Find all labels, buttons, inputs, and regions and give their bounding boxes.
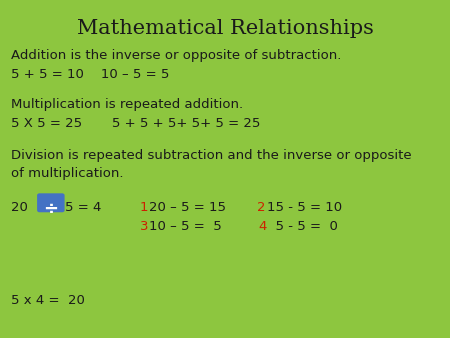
Text: 2: 2 [257, 201, 266, 214]
FancyBboxPatch shape [38, 194, 64, 212]
Text: 5 = 4: 5 = 4 [65, 201, 102, 214]
Text: Addition is the inverse or opposite of subtraction.: Addition is the inverse or opposite of s… [11, 49, 342, 62]
Text: 5 x 4 =  20: 5 x 4 = 20 [11, 294, 85, 307]
Text: 5 X 5 = 25       5 + 5 + 5+ 5+ 5 = 25: 5 X 5 = 25 5 + 5 + 5+ 5+ 5 = 25 [11, 117, 261, 129]
Text: 4: 4 [258, 220, 267, 233]
Text: 1: 1 [140, 201, 148, 214]
Text: 20 – 5 = 15: 20 – 5 = 15 [149, 201, 235, 214]
Text: of multiplication.: of multiplication. [11, 167, 124, 180]
Text: 20: 20 [11, 201, 32, 214]
Text: 5 + 5 = 10    10 – 5 = 5: 5 + 5 = 10 10 – 5 = 5 [11, 68, 170, 80]
Text: 3: 3 [140, 220, 148, 233]
Text: Division is repeated subtraction and the inverse or opposite: Division is repeated subtraction and the… [11, 149, 412, 162]
Text: 10 – 5 =  5: 10 – 5 = 5 [149, 220, 231, 233]
Text: ÷: ÷ [43, 200, 58, 218]
Text: Multiplication is repeated addition.: Multiplication is repeated addition. [11, 98, 243, 111]
Text: 5 - 5 =  0: 5 - 5 = 0 [267, 220, 338, 233]
Text: Mathematical Relationships: Mathematical Relationships [76, 19, 373, 38]
Text: 15 - 5 = 10: 15 - 5 = 10 [267, 201, 342, 214]
